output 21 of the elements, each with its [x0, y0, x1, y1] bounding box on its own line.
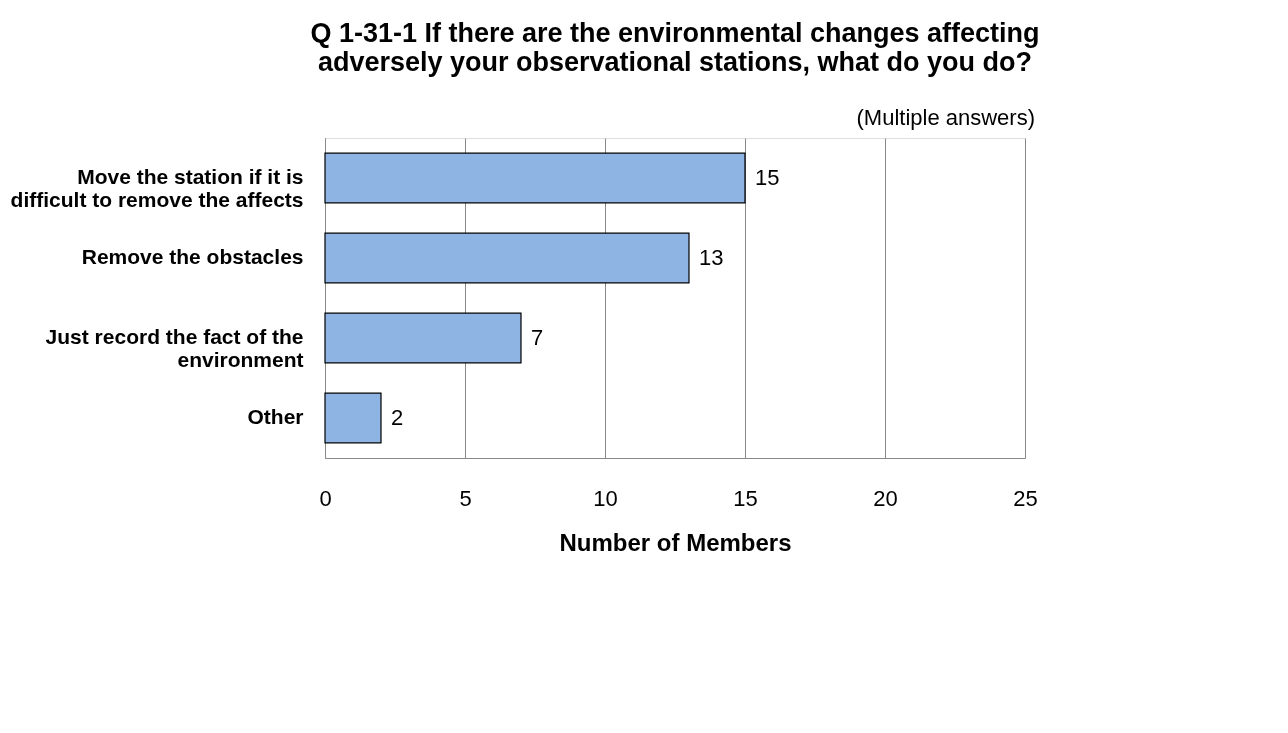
- data-label: 2: [391, 405, 404, 430]
- bar: [324, 232, 690, 284]
- bar: [324, 312, 522, 364]
- x-tick-label: 15: [733, 485, 758, 511]
- data-label: 13: [699, 245, 724, 270]
- chart-title: Q 1-31-1 If there are the environmental changes affecting adversely your observational stations, what do you do?: [310, 18, 1040, 77]
- y-tick-label: Other: [247, 405, 304, 428]
- x-tick-label: 10: [593, 485, 618, 511]
- bar: [324, 392, 382, 444]
- y-tick-label: Move the station if it is difficult to remove the affects: [10, 165, 304, 211]
- text: (Multiple answers): [856, 105, 1035, 130]
- y-tick-label: Remove the obstacles: [81, 245, 304, 268]
- x-tick-label: 20: [873, 485, 898, 511]
- x-tick-label: 0: [319, 485, 332, 511]
- bar: [324, 152, 746, 204]
- x-tick-label: 5: [459, 485, 472, 511]
- data-label: 7: [531, 325, 544, 350]
- x-axis-title: Number of Members: [559, 528, 792, 556]
- x-tick-label: 25: [1013, 485, 1038, 511]
- y-tick-label: Just record the fact of the environment: [45, 325, 304, 371]
- data-label: 15: [755, 165, 780, 190]
